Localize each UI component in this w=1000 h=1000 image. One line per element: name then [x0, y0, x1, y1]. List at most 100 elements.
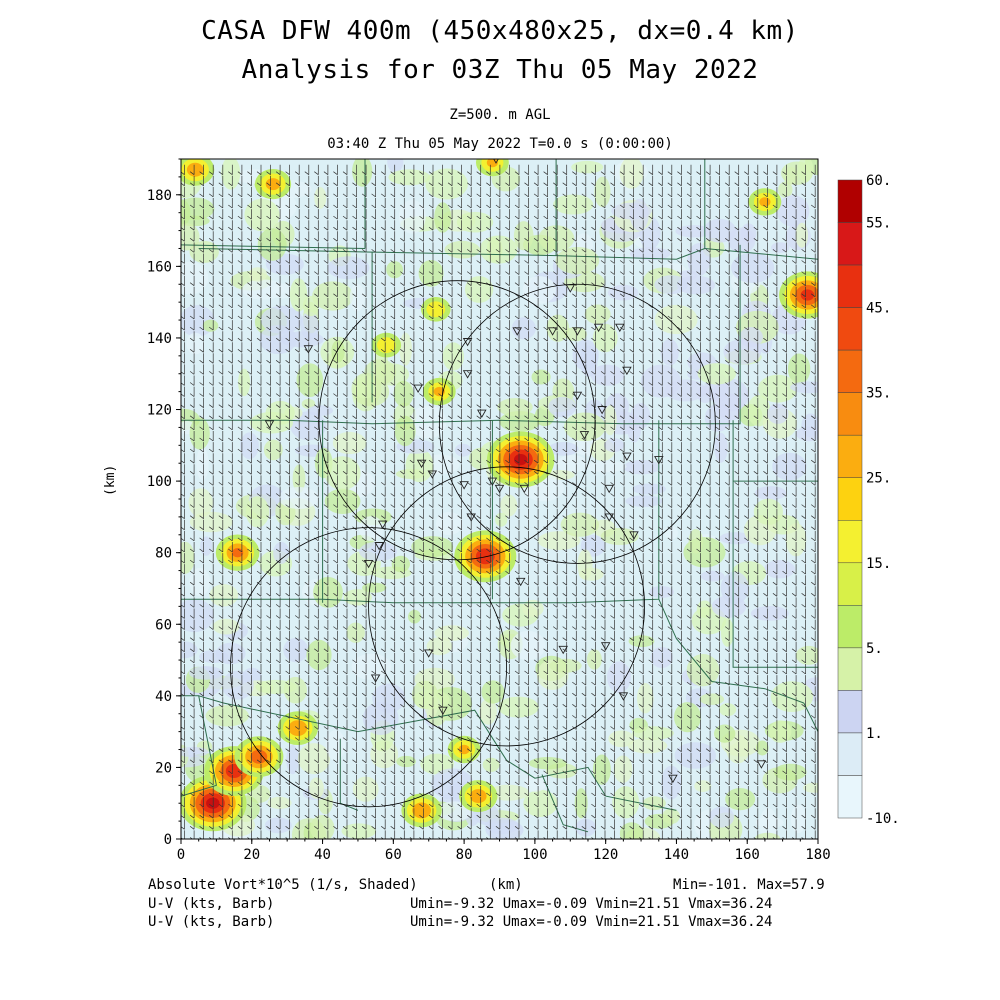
wind-barb — [705, 786, 711, 797]
wind-barb — [562, 752, 568, 764]
wind-barb — [600, 519, 606, 531]
wind-barb — [247, 297, 252, 309]
wind-barb — [667, 530, 673, 542]
wind-barb — [361, 375, 367, 386]
wind-barb — [237, 353, 243, 364]
wind-barb — [705, 819, 711, 830]
wind-barb — [552, 641, 558, 653]
wind-barb — [466, 442, 472, 453]
wind-barb — [552, 619, 558, 630]
wind-barb — [591, 686, 596, 697]
wind-barb — [648, 508, 654, 519]
wind-barb — [228, 564, 233, 575]
wind-barb — [304, 697, 310, 708]
wind-barb — [772, 530, 778, 542]
wind-barb — [380, 275, 386, 286]
wind-barb — [400, 220, 405, 231]
wind-barb — [677, 464, 682, 475]
wind-barb — [247, 575, 252, 586]
wind-barb — [763, 275, 768, 286]
wind-barb — [591, 819, 596, 830]
wind-barb — [763, 475, 768, 486]
wind-barb — [724, 320, 730, 331]
wind-barb — [428, 619, 434, 630]
wind-barb — [638, 220, 644, 231]
wind-barb — [552, 442, 558, 453]
wind-barb — [314, 597, 319, 608]
colorbar-label: 25. — [866, 471, 891, 487]
wind-barb — [371, 242, 376, 253]
wind-barb — [208, 586, 214, 597]
wind-barb — [600, 209, 606, 220]
wind-barb — [552, 708, 558, 719]
wind-barb — [744, 697, 749, 708]
wind-barb — [314, 231, 319, 242]
wind-barb — [801, 309, 806, 320]
wind-barb — [667, 763, 673, 775]
wind-barb — [715, 708, 720, 719]
wind-barb — [466, 264, 472, 275]
wind-barb — [514, 231, 520, 242]
colorbar-label: 55. — [866, 216, 891, 232]
wind-barb — [438, 353, 443, 364]
wind-barb — [237, 641, 243, 653]
wind-barb — [724, 175, 730, 187]
wind-barb — [753, 464, 759, 475]
wind-barb — [457, 164, 462, 175]
wind-barb — [438, 608, 443, 619]
wind-barb — [610, 364, 615, 375]
wind-barb — [638, 786, 644, 797]
wind-barb — [476, 708, 482, 719]
wind-barb — [744, 342, 749, 353]
wind-barb — [524, 675, 529, 686]
wind-barb — [352, 641, 357, 653]
wind-label-1: U-V (kts, Barb) — [148, 896, 275, 912]
wind-barb — [791, 464, 797, 475]
wind-barb — [524, 375, 529, 386]
wind-barb — [581, 752, 587, 764]
wind-barb — [428, 519, 434, 531]
wind-barb — [648, 808, 654, 819]
wind-barb — [763, 419, 768, 431]
wind-barb — [572, 453, 577, 464]
wind-barb — [524, 719, 529, 730]
wind-barb — [552, 353, 558, 364]
wind-barb — [658, 198, 663, 209]
wind-barb — [696, 286, 701, 298]
wind-barb — [447, 286, 453, 298]
wind-barb — [686, 741, 692, 752]
wind-barb — [352, 497, 357, 508]
wind-barb — [801, 186, 806, 198]
wind-barb — [524, 353, 529, 364]
wind-barb — [466, 719, 472, 730]
wind-barb — [218, 542, 224, 553]
wind-barb — [533, 664, 539, 675]
wind-barb — [428, 320, 434, 331]
wind-barb — [724, 242, 730, 253]
y-tick-label: 40 — [155, 689, 172, 705]
wind-barb — [390, 730, 396, 741]
wind-barb — [189, 508, 195, 519]
colorbar-swatch — [837, 392, 863, 436]
wind-barb — [724, 752, 730, 764]
wind-barb — [763, 297, 768, 309]
wind-barb — [199, 186, 204, 198]
wind-barb — [400, 652, 405, 664]
wind-barb — [189, 708, 195, 719]
field-texture-blob — [623, 460, 661, 475]
vorticity-hotspot — [265, 178, 281, 191]
wind-barb — [801, 697, 806, 708]
wind-barb — [667, 686, 673, 697]
wind-barb — [285, 608, 290, 619]
wind-barb — [495, 808, 501, 819]
wind-barb — [294, 220, 300, 231]
wind-barb — [658, 708, 663, 719]
wind-barb — [810, 453, 816, 464]
wind-barb — [572, 464, 577, 475]
wind-barb — [495, 375, 501, 386]
wind-barb — [247, 697, 252, 708]
wind-barb — [294, 641, 300, 653]
field-texture-blob — [790, 381, 818, 394]
wind-barb — [552, 774, 558, 786]
wind-barb — [533, 220, 539, 231]
